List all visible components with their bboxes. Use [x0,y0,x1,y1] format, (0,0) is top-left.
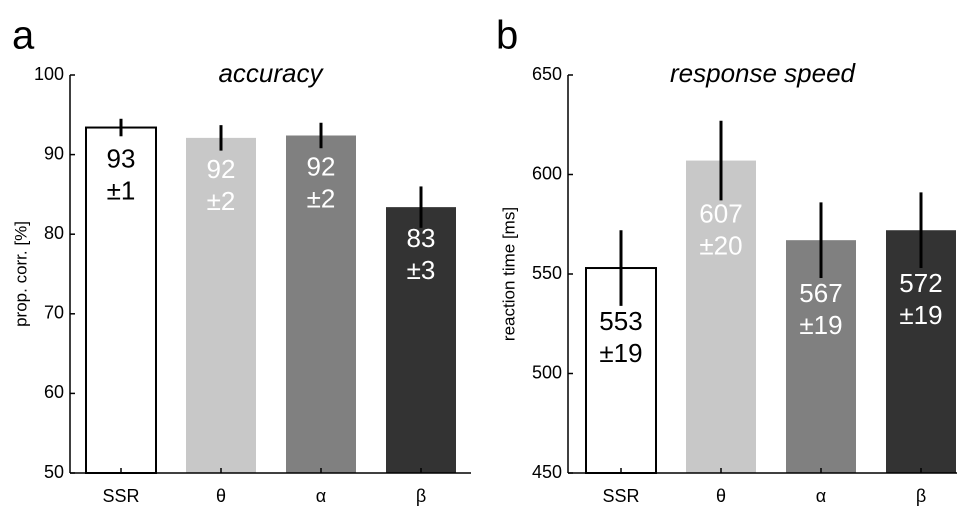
bar [386,207,456,474]
y-tick-label: 500 [532,362,562,382]
bar [186,137,256,473]
y-tick-label: 60 [44,382,64,402]
x-tick-label: θ [216,486,226,506]
x-tick-label: α [816,486,826,506]
error-label: ±2 [307,183,336,213]
value-label: 92 [307,151,336,181]
x-tick-label: SSR [602,486,639,506]
error-label: ±20 [699,230,742,260]
value-label: 567 [799,278,842,308]
y-tick-label: 650 [532,64,562,84]
chart-title: response speed [670,58,857,88]
bar [886,230,956,473]
bar [686,160,756,473]
x-tick-label: β [416,486,426,506]
y-tick-label: 90 [44,143,64,163]
y-tick-label: 600 [532,163,562,183]
value-label: 92 [207,154,236,184]
bar [786,240,856,473]
y-tick-label: 50 [44,462,64,482]
value-label: 572 [899,268,942,298]
bar [286,135,356,473]
y-axis-label: prop. corr. [%] [11,221,30,327]
error-label: ±19 [899,300,942,330]
y-axis-label: reaction time [ms] [499,207,518,341]
value-label: 553 [599,306,642,336]
x-tick-label: α [316,486,326,506]
error-label: ±2 [207,186,236,216]
panel-letter: b [496,14,518,58]
value-label: 93 [107,143,136,173]
y-tick-label: 450 [532,462,562,482]
x-tick-label: SSR [102,486,139,506]
error-label: ±1 [107,175,136,205]
error-label: ±19 [799,310,842,340]
value-label: 607 [699,198,742,228]
y-tick-label: 100 [34,64,64,84]
bar [85,126,157,474]
x-tick-label: θ [716,486,726,506]
y-tick-label: 70 [44,303,64,323]
chart-title: accuracy [218,58,324,88]
y-tick-label: 550 [532,263,562,283]
error-label: ±3 [407,255,436,285]
error-label: ±19 [599,338,642,368]
y-tick-label: 80 [44,223,64,243]
x-tick-label: β [916,486,926,506]
value-label: 83 [407,223,436,253]
panel-letter: a [12,14,35,58]
